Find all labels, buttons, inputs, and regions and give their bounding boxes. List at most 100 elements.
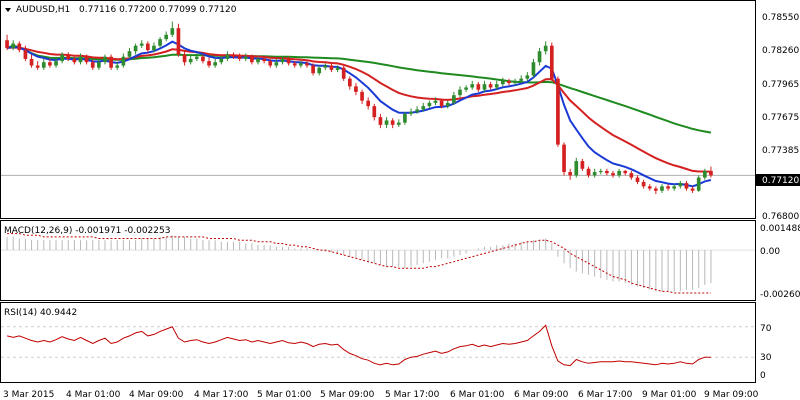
candle-body	[164, 34, 169, 40]
rsi-label: RSI(14) 40.9442	[4, 308, 77, 318]
candle-body	[384, 120, 389, 125]
candle-body	[299, 63, 303, 66]
candle-body	[690, 188, 695, 191]
candle-body	[250, 56, 254, 63]
candle-body	[115, 65, 120, 68]
candle-body	[219, 58, 224, 63]
time-tick: 6 Mar 01:00	[450, 390, 505, 400]
macd-chart-layer	[1, 233, 755, 294]
candle-body	[586, 168, 591, 176]
candle-body	[194, 56, 199, 59]
candle-body	[158, 39, 162, 46]
candle-body	[452, 95, 456, 103]
candle-body	[525, 75, 530, 79]
candle-body	[182, 54, 187, 63]
candle-body	[635, 177, 640, 182]
candle-body	[611, 173, 615, 176]
time-tick: 6 Mar 09:00	[514, 390, 569, 400]
candle-body	[568, 172, 572, 176]
rsi-tick: 30	[760, 353, 772, 363]
candle-body	[439, 100, 444, 107]
time-tick: 5 Mar 01:00	[257, 390, 312, 400]
candle-body	[482, 84, 487, 90]
candle-body	[531, 62, 536, 76]
candle-body	[666, 186, 670, 189]
candle-body	[23, 50, 28, 59]
candle-body	[231, 54, 236, 57]
candle-body	[127, 51, 132, 57]
rsi-tick: 0	[760, 371, 766, 381]
candle-body	[494, 84, 499, 88]
candle-body	[237, 56, 242, 59]
candle-body	[35, 65, 40, 68]
time-tick: 9 Mar 01:00	[642, 390, 697, 400]
candle-body	[29, 58, 34, 66]
candle-body	[146, 43, 150, 51]
candle-body	[702, 170, 707, 178]
candle-body	[421, 106, 426, 110]
price-tick: 0.78550	[762, 13, 799, 23]
time-tick: 4 Mar 17:00	[194, 390, 249, 400]
candle-body	[225, 54, 230, 59]
time-axis: 3 Mar 2015 4 Mar 01:00 4 Mar 09:00 4 Mar…	[3, 390, 759, 400]
candle-body	[292, 63, 297, 66]
candle-body	[660, 186, 664, 191]
candle-body	[78, 56, 83, 63]
candle-body	[280, 58, 285, 63]
macd-axis: 0.001488 0.00 -0.002606	[760, 224, 800, 300]
macd-tick: 0.001488	[760, 224, 800, 234]
candle-body	[470, 84, 475, 88]
candle-body	[262, 58, 266, 62]
candle-body	[103, 56, 107, 63]
candle-body	[390, 120, 395, 125]
ohlc-label: 0.77116 0.77200 0.77099 0.77120	[79, 5, 237, 15]
candle-body	[501, 80, 505, 85]
current-price-label: 0.77120	[756, 174, 800, 186]
candle-body	[341, 67, 346, 79]
candle-body	[121, 56, 126, 66]
candle-body	[286, 58, 291, 64]
rsi-panel[interactable]	[0, 302, 756, 383]
macd-label: MACD(12,26,9) -0.001971 -0.002253	[4, 226, 170, 236]
candle-body	[188, 58, 193, 63]
candle-body	[41, 62, 46, 68]
candle-body	[66, 54, 71, 59]
candle-body	[311, 65, 315, 74]
candle-body	[207, 61, 211, 66]
symbol-dropdown-icon[interactable]	[5, 8, 11, 12]
candle-body	[549, 45, 554, 79]
candle-body	[672, 186, 677, 189]
price-chart-layer	[1, 21, 755, 195]
price-tick: 0.77675	[762, 113, 799, 123]
candle-body	[90, 62, 95, 68]
time-tick: 5 Mar 17:00	[385, 390, 440, 400]
price-panel[interactable]	[0, 0, 756, 219]
candle-body	[678, 183, 683, 187]
candle-body	[268, 61, 273, 66]
macd-panel[interactable]	[0, 220, 756, 301]
candle-body	[360, 91, 364, 101]
candle-body	[201, 56, 205, 62]
candle-body	[537, 51, 542, 63]
candle-body	[323, 65, 328, 68]
candle-body	[519, 78, 524, 81]
candle-body	[354, 86, 358, 92]
candle-body	[647, 186, 652, 189]
candle-body	[709, 170, 713, 176]
price-axis: 0.78550 0.78260 0.77965 0.77675 0.77385 …	[762, 13, 799, 222]
time-tick: 3 Mar 2015	[3, 390, 54, 400]
candle-body	[329, 65, 334, 70]
candle-body	[5, 40, 9, 48]
candle-body	[445, 102, 450, 107]
price-tick: 0.77965	[762, 80, 799, 90]
candle-body	[629, 173, 634, 178]
candle-body	[574, 161, 579, 176]
candle-body	[366, 100, 371, 107]
current-price-value: 0.77120	[762, 176, 799, 186]
candle-body	[274, 62, 279, 66]
rsi-tick: 70	[760, 324, 772, 334]
candle-body	[507, 80, 511, 84]
candle-body	[133, 45, 138, 52]
candle-body	[592, 172, 597, 176]
